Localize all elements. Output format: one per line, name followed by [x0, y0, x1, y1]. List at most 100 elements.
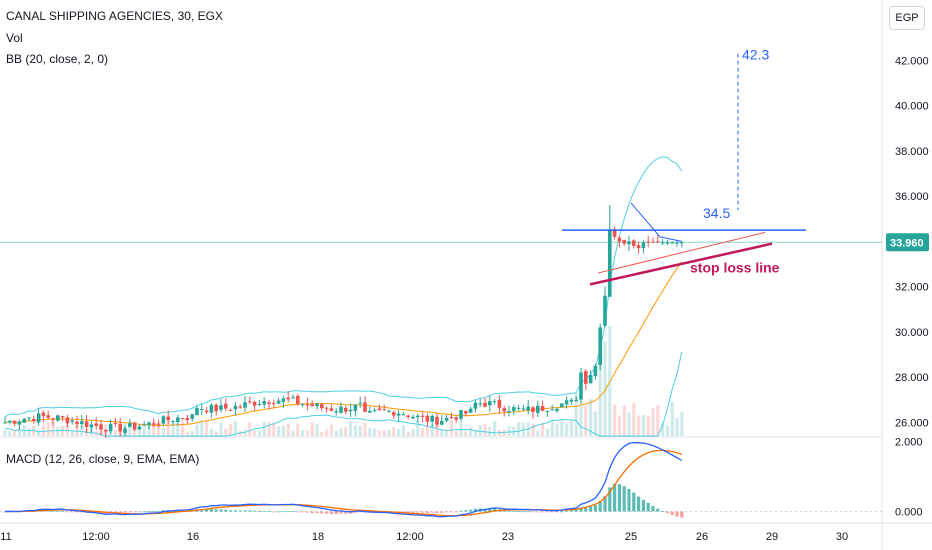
macd-histogram-bar: [349, 511, 353, 514]
macd-histogram-bar: [680, 511, 684, 518]
volume-bar: [387, 429, 391, 436]
time-tick-label: 12:00: [82, 531, 110, 543]
macd-histogram-bar: [526, 511, 530, 513]
stop-loss-line: [589, 242, 773, 286]
candle-body: [420, 415, 425, 417]
volume-bar: [176, 423, 180, 436]
volume-bar: [233, 420, 237, 436]
candle-body: [176, 417, 180, 422]
volume-bar: [622, 405, 626, 436]
volume-bar: [469, 426, 473, 436]
volume-legend[interactable]: Vol: [6, 31, 23, 45]
candle-body: [161, 416, 166, 424]
volume-bar: [425, 427, 429, 436]
candle-body: [8, 420, 12, 423]
macd-histogram-bar: [253, 510, 257, 512]
candle-body: [108, 423, 113, 432]
volume-bar: [445, 430, 449, 436]
candle-body: [545, 410, 550, 413]
candle-body: [406, 415, 410, 417]
macd-histogram-bar: [670, 511, 674, 515]
price-tick-label: 26.000: [895, 417, 929, 429]
candle-body: [224, 403, 228, 409]
macd-histogram-bar: [257, 511, 261, 512]
candle-body: [156, 423, 161, 425]
candle-body: [459, 410, 463, 419]
volume-bar: [253, 430, 257, 436]
volume-bar: [281, 425, 285, 436]
time-tick-label: 25: [625, 531, 637, 543]
macd-histogram-bar: [118, 511, 122, 513]
volume-bar: [603, 341, 607, 436]
candle-body: [305, 404, 310, 406]
trend-support-line: [597, 231, 766, 274]
bollinger-legend[interactable]: BB (20, close, 2, 0): [6, 52, 109, 66]
macd-histogram-bar: [541, 511, 545, 513]
candle-body: [651, 241, 655, 243]
candle-body: [70, 420, 74, 422]
volume-bar: [646, 415, 650, 436]
volume-bar: [665, 425, 669, 436]
candle-body: [209, 404, 214, 413]
volume-bar: [373, 428, 377, 436]
time-tick-label: 16: [187, 531, 199, 543]
candle-body: [99, 424, 103, 430]
macd-histogram-bar: [589, 506, 593, 512]
volume-bar: [377, 430, 381, 436]
macd-histogram-bar: [675, 511, 679, 517]
candle-body: [670, 242, 674, 244]
volume-bar: [329, 424, 333, 436]
macd-histogram-bar: [598, 501, 602, 512]
macd-legend[interactable]: MACD (12, 26, close, 9, EMA, EMA): [6, 452, 200, 466]
macd-signal-line: [5, 449, 682, 517]
candle-body: [588, 374, 593, 384]
macd-histogram-bar: [296, 511, 300, 513]
volume-bar: [440, 429, 444, 436]
volume-bar: [17, 430, 21, 436]
price-tick-label: 36.000: [895, 191, 929, 203]
volume-bar: [219, 422, 223, 436]
candle-body: [363, 402, 367, 412]
macd-histogram-bar: [51, 510, 55, 512]
volume-bar: [51, 420, 55, 436]
candle-body: [372, 410, 377, 412]
currency-button[interactable]: EGP: [889, 6, 925, 30]
candle-body: [516, 407, 521, 409]
price-tick-label: 28.000: [895, 372, 929, 384]
macd-histogram-bar: [137, 511, 141, 513]
candle-body: [574, 399, 578, 402]
time-tick-label: 11: [0, 531, 11, 543]
macd-histogram-bar: [286, 511, 290, 513]
candle-body: [180, 418, 185, 420]
volume-bar: [579, 405, 583, 436]
volume-bar: [656, 405, 660, 436]
macd-histogram-bar: [243, 510, 247, 512]
macd-histogram-bar: [272, 511, 276, 513]
macd-histogram-bar: [248, 510, 252, 512]
volume-bar: [541, 423, 545, 436]
volume-bar: [531, 423, 535, 436]
volume-bar: [13, 430, 17, 436]
macd-histogram-bar: [440, 511, 444, 513]
candle-body: [46, 415, 50, 418]
volume-bar: [296, 423, 300, 436]
candle-body: [569, 399, 574, 402]
candle-body: [584, 371, 588, 384]
candle-body: [142, 424, 146, 426]
candle-body: [507, 411, 511, 413]
candle-body: [536, 405, 540, 413]
candle-body: [353, 404, 358, 411]
volume-bar: [449, 420, 453, 436]
volume-bar: [147, 422, 151, 436]
candle-body: [118, 423, 122, 432]
candle-body: [310, 404, 314, 407]
volume-bar: [517, 422, 521, 436]
candle-body: [200, 409, 204, 411]
candle-body: [660, 242, 665, 244]
macd-histogram-bar: [584, 507, 588, 512]
macd-histogram-bar: [656, 508, 660, 512]
volume-bar: [627, 412, 631, 436]
macd-histogram-bar: [229, 510, 233, 512]
macd-histogram-bar: [147, 511, 151, 512]
